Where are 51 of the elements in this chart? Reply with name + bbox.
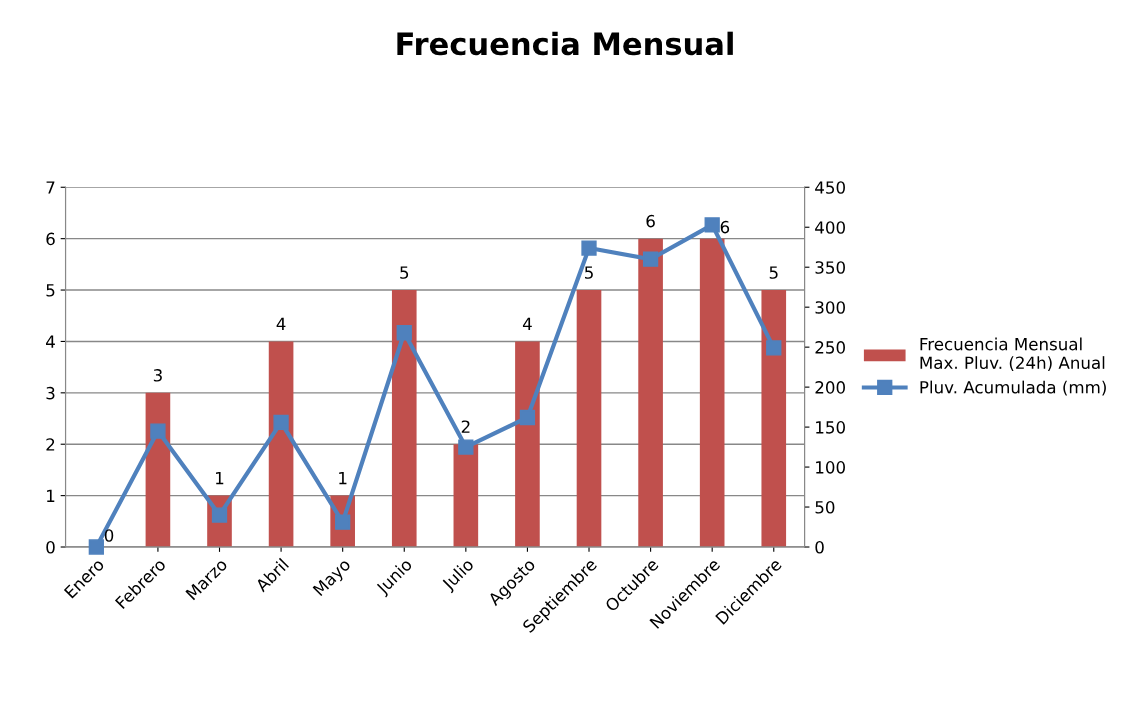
y-tick-label: 6 [46,232,55,246]
bar [576,290,602,548]
y2-tick-label: 250 [815,341,845,354]
bar [453,444,479,548]
point [396,325,412,341]
y-tick-label: 1 [47,489,55,502]
data-label: 4 [276,317,286,330]
y-tick-label: 4 [46,335,55,348]
bar [268,341,294,548]
y-tick-label: 0 [46,540,55,554]
point [88,539,104,555]
legend-label: Frecuencia Mensual Max. Pluv. (24h) Anual [920,337,1105,372]
data-label: 1 [339,472,347,485]
y-tick-label: 3 [46,386,55,400]
data-label: 5 [585,266,593,279]
data-label: 0 [104,529,114,542]
y2-tick-label: 400 [815,221,845,234]
data-label: 6 [646,214,655,228]
data-label: 6 [720,220,730,234]
point [458,439,474,455]
bar [638,238,663,548]
data-label: 1 [216,472,224,485]
y-tick-label: 7 [46,181,55,194]
point [642,251,659,267]
data-label: 3 [153,369,162,382]
point [150,423,166,439]
bar [699,238,725,548]
data-label: 5 [400,266,409,279]
point [581,240,597,256]
y-tick-label: 5 [46,284,55,297]
data-label: 4 [522,317,532,330]
point [519,409,536,426]
point [704,217,720,233]
data-label: 5 [769,266,778,279]
bar [761,290,787,548]
y2-tick-label: 300 [815,301,845,314]
y2-tick-label: 450 [815,181,845,194]
y2-tick-label: 200 [815,381,845,394]
y2-tick-label: 100 [816,461,845,474]
y2-tick-label: 150 [816,421,845,434]
y2-tick-label: 350 [815,261,845,274]
bar [391,290,417,548]
legend-label: Pluv. Acumulada (mm) [920,380,1106,396]
bar [515,341,540,548]
point [766,340,782,356]
y-tick-label: 2 [46,438,55,451]
data-label: 2 [461,420,470,433]
y2-tick-label: 0 [815,540,824,554]
y2-tick-label: 50 [815,501,835,514]
point [273,414,289,430]
chart-title: Frecuencia Mensual [397,31,733,56]
